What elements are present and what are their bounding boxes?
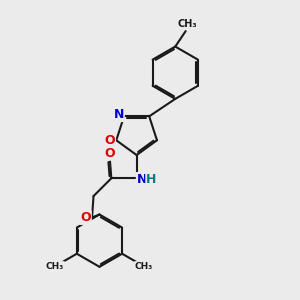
Text: CH₃: CH₃ bbox=[177, 19, 197, 29]
Text: CH₃: CH₃ bbox=[46, 262, 64, 271]
Text: H: H bbox=[146, 173, 157, 186]
Text: O: O bbox=[80, 211, 91, 224]
Text: N: N bbox=[113, 108, 124, 121]
Text: N: N bbox=[137, 173, 147, 186]
Text: CH₃: CH₃ bbox=[135, 262, 153, 271]
Text: O: O bbox=[104, 134, 115, 147]
Text: O: O bbox=[105, 147, 115, 160]
